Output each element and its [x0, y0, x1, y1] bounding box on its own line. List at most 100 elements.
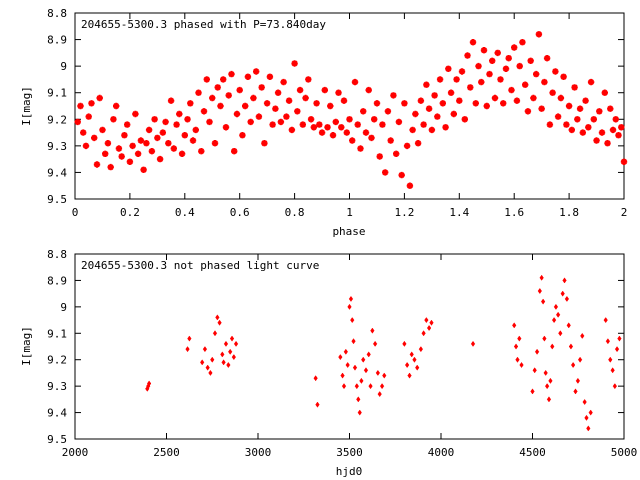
data-point [604, 140, 611, 147]
data-point [584, 414, 589, 421]
data-point [552, 68, 559, 75]
data-point [382, 372, 387, 379]
data-point [577, 356, 583, 363]
data-point [579, 129, 586, 136]
data-point [605, 338, 611, 345]
data-point [580, 332, 585, 339]
data-point [200, 359, 205, 366]
data-point [373, 100, 381, 107]
y-axis-label: I[mag] [20, 326, 33, 366]
data-point [208, 369, 213, 376]
data-point [554, 113, 562, 120]
data-point [464, 52, 471, 59]
data-point [548, 377, 553, 384]
data-point [151, 116, 158, 123]
data-point [203, 76, 210, 83]
data-point [513, 97, 521, 104]
data-point [296, 86, 304, 94]
y-tick-label: 9.2 [47, 354, 67, 367]
data-point [372, 340, 378, 347]
data-point [406, 182, 414, 189]
data-point [470, 340, 476, 347]
data-point [472, 100, 479, 107]
y-tick-label: 8.8 [47, 7, 67, 20]
data-point [351, 78, 359, 86]
data-point [299, 121, 306, 128]
data-point [167, 97, 175, 104]
data-point [263, 100, 271, 107]
data-point [384, 108, 392, 115]
data-point [511, 44, 518, 51]
data-point [143, 140, 150, 147]
data-point [586, 425, 591, 432]
data-point [568, 126, 575, 134]
x-axis-label: phase [332, 225, 365, 238]
data-point [332, 118, 339, 126]
data-point [377, 391, 382, 398]
data-point [310, 124, 317, 131]
data-point [560, 290, 565, 297]
data-point [571, 361, 576, 369]
data-point [316, 121, 323, 128]
data-point [442, 124, 449, 131]
y-tick-label: 9.4 [47, 407, 67, 420]
data-point [366, 351, 371, 358]
data-point [491, 94, 499, 102]
data-point [345, 361, 350, 369]
data-point [313, 100, 320, 107]
data-point [247, 118, 254, 126]
data-point [439, 100, 446, 107]
data-point [424, 317, 429, 324]
data-point [277, 118, 285, 126]
x-tick-label: 0.2 [120, 206, 140, 219]
x-tick-label: 4500 [519, 446, 546, 459]
data-point [223, 340, 229, 347]
data-point [469, 39, 477, 46]
data-point [88, 100, 95, 107]
data-point [283, 113, 290, 120]
data-point [395, 118, 403, 126]
data-point [610, 367, 615, 374]
data-point [557, 94, 565, 102]
data-point [412, 110, 419, 118]
data-point [612, 116, 619, 123]
data-point [553, 303, 559, 310]
x-tick-label: 3000 [245, 446, 272, 459]
data-point [505, 55, 512, 62]
data-point [519, 39, 526, 46]
data-point [398, 171, 405, 179]
data-point [368, 383, 373, 390]
data-point [540, 298, 546, 305]
data-point [255, 113, 263, 120]
y-tick-label: 9.2 [47, 113, 67, 126]
y-tick-label: 9.5 [47, 433, 67, 446]
data-point [228, 70, 235, 78]
data-point [202, 346, 208, 353]
x-tick-label: 1.8 [559, 206, 579, 219]
y-tick-label: 8.8 [47, 248, 67, 261]
data-point [582, 398, 587, 406]
data-point [566, 322, 571, 329]
data-point [209, 94, 216, 102]
data-point [239, 132, 246, 139]
data-point [360, 108, 367, 115]
data-point [582, 97, 589, 104]
data-point [346, 116, 353, 123]
data-point [539, 274, 544, 281]
data-point [187, 335, 192, 342]
data-point [480, 47, 488, 54]
data-point [562, 277, 567, 284]
data-point [379, 383, 385, 390]
x-tick-label: 1.4 [449, 206, 469, 219]
data-point [543, 55, 551, 62]
data-point [543, 369, 548, 376]
data-point [414, 140, 422, 147]
data-point [535, 31, 543, 38]
data-point [242, 102, 249, 110]
data-point [233, 340, 239, 347]
data-point [620, 158, 628, 165]
data-point [195, 89, 202, 96]
data-point [156, 155, 164, 163]
data-point [576, 105, 584, 112]
data-point [524, 108, 532, 115]
